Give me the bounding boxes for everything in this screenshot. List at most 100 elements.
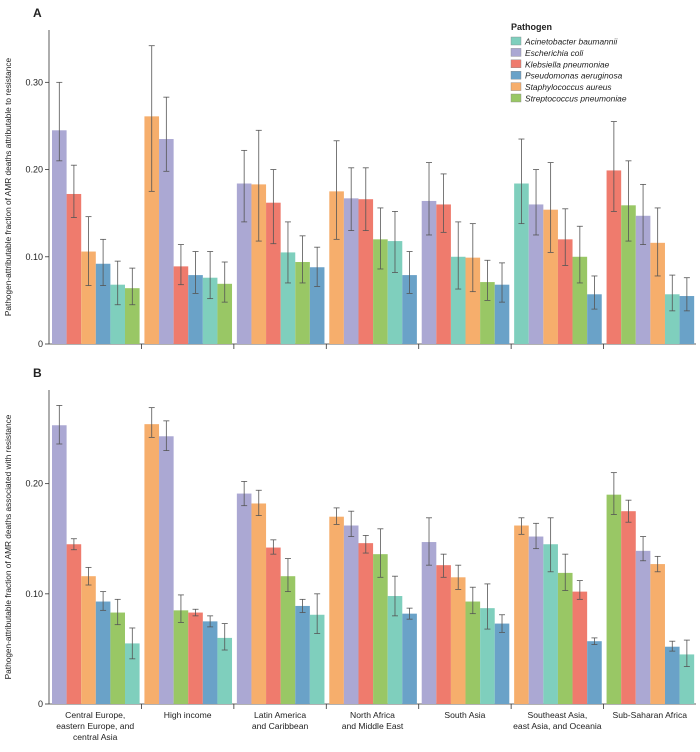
bar-streptococcus-pneumoniae <box>465 601 481 704</box>
y-tick-label: 0.10 <box>25 589 43 599</box>
bar-group-southeast-asia-east-asia-and-oceania <box>514 138 602 344</box>
bar-streptococcus-pneumoniae <box>572 256 588 344</box>
bar-group-high-income <box>144 45 233 344</box>
bar-acinetobacter-baumannii <box>217 637 233 704</box>
bar-streptococcus-pneumoniae <box>621 205 636 344</box>
bar-klebsiella-pneumoniae <box>606 170 622 344</box>
y-tick-label: 0.30 <box>25 77 43 87</box>
legend-item-acinetobacter-baumannii: Acinetobacter baumannii <box>510 37 618 47</box>
legend-item-klebsiella-pneumoniae: Klebsiella pneumoniae <box>510 59 610 69</box>
bar-escherichia-coli <box>528 536 544 704</box>
legend-label: Streptococcus pneumoniae <box>525 94 627 104</box>
error-bar <box>654 207 661 277</box>
bar-staphylococcus-aureus <box>144 116 160 344</box>
error-bar <box>610 121 617 212</box>
legend-label: Staphylococcus aureus <box>525 82 612 92</box>
error-bar <box>669 640 676 652</box>
y-tick-label: 0.20 <box>25 165 43 175</box>
bar-klebsiella-pneumoniae <box>173 266 189 344</box>
y-tick-label: 0 <box>38 699 43 709</box>
legend: Pathogen Acinetobacter baumanniiEscherich… <box>510 22 627 104</box>
error-bar <box>469 223 476 293</box>
error-bar <box>610 472 617 515</box>
error-bar <box>129 267 136 306</box>
error-bar <box>163 96 170 172</box>
bar-escherichia-coli <box>52 425 67 704</box>
error-bar <box>56 81 63 162</box>
bar-streptococcus-pneumoniae <box>373 554 388 704</box>
error-bar <box>499 262 506 303</box>
error-bar <box>440 553 447 578</box>
error-bar <box>406 607 413 620</box>
error-bar <box>625 160 632 242</box>
bar-staphylococcus-aureus <box>251 503 267 704</box>
bar-acinetobacter-baumannii <box>110 284 125 344</box>
error-bar <box>241 481 248 507</box>
bar-pseudomonas-aeruginosa <box>494 284 510 344</box>
bar-acinetobacter-baumannii <box>514 183 529 344</box>
error-bar <box>426 162 433 236</box>
legend-label: Acinetobacter baumannii <box>524 37 618 47</box>
x-category-label: Southeast Asia, east Asia, and Oceania <box>513 710 602 731</box>
bar-staphylococcus-aureus <box>251 184 267 344</box>
bar-streptococcus-pneumoniae <box>373 239 388 344</box>
error-bar <box>299 235 306 284</box>
bar-klebsiella-pneumoniae <box>358 543 374 704</box>
error-bar <box>284 221 291 284</box>
panel-a: A Pathogen-attributable fraction of AMR d… <box>3 6 696 349</box>
bar-escherichia-coli <box>236 183 252 344</box>
error-bar <box>469 586 476 615</box>
error-bar <box>499 614 506 633</box>
bar-acinetobacter-baumannii <box>202 277 218 344</box>
bar-acinetobacter-baumannii <box>679 654 695 704</box>
legend-swatch <box>510 48 522 57</box>
bar-pseudomonas-aeruginosa <box>402 275 417 344</box>
bar-escherichia-coli <box>236 493 252 704</box>
bar-staphylococcus-aureus <box>543 209 558 344</box>
bar-pseudomonas-aeruginosa <box>295 605 310 704</box>
error-bar <box>625 499 632 523</box>
bar-acinetobacter-baumannii <box>387 241 403 344</box>
bar-staphylococcus-aureus <box>329 516 344 704</box>
bar-group-sub-saharan-africa <box>606 472 695 704</box>
bar-pseudomonas-aeruginosa <box>494 623 510 704</box>
error-bar <box>377 207 384 270</box>
error-bar <box>362 167 369 232</box>
bar-streptococcus-pneumoniae <box>173 610 189 704</box>
error-bar <box>547 517 554 573</box>
panel-b: B Pathogen-attributable fraction of AMR d… <box>3 366 696 709</box>
bar-klebsiella-pneumoniae <box>436 565 451 704</box>
bar-escherichia-coli <box>421 200 437 344</box>
bar-staphylococcus-aureus <box>144 424 160 704</box>
bar-group-sub-saharan-africa <box>606 121 695 344</box>
y-tick-label: 0.20 <box>25 479 43 489</box>
y-tick-label: 0.10 <box>25 252 43 262</box>
error-bar <box>406 251 413 294</box>
error-bar <box>591 637 598 645</box>
error-bar <box>114 260 121 306</box>
legend-item-escherichia-coli: Escherichia coli <box>510 48 584 58</box>
legend-label: Pseudomonas aeruginosa <box>525 71 623 81</box>
bar-acinetobacter-baumannii <box>450 256 466 344</box>
x-category-label: Central Europe, eastern Europe, and centra… <box>56 710 134 742</box>
error-bar <box>255 129 262 242</box>
error-bar <box>207 251 214 300</box>
bar-staphylococcus-aureus <box>450 577 466 704</box>
bar-streptococcus-pneumoniae <box>557 572 573 704</box>
error-bar <box>314 246 321 287</box>
bar-klebsiella-pneumoniae <box>266 202 281 344</box>
bar-escherichia-coli <box>635 550 651 704</box>
bar-escherichia-coli <box>421 542 437 704</box>
bar-staphylococcus-aureus <box>650 564 665 704</box>
bar-acinetobacter-baumannii <box>280 252 296 344</box>
bar-group-southeast-asia-east-asia-and-oceania <box>514 517 602 704</box>
error-bar <box>284 558 291 593</box>
error-bar <box>348 167 355 232</box>
error-bar <box>85 566 92 586</box>
error-bar <box>683 277 690 312</box>
error-bar <box>221 623 228 651</box>
bar-acinetobacter-baumannii <box>125 643 140 704</box>
x-category-label: High income <box>164 710 212 720</box>
error-bar <box>177 594 184 623</box>
error-bar <box>163 420 170 451</box>
